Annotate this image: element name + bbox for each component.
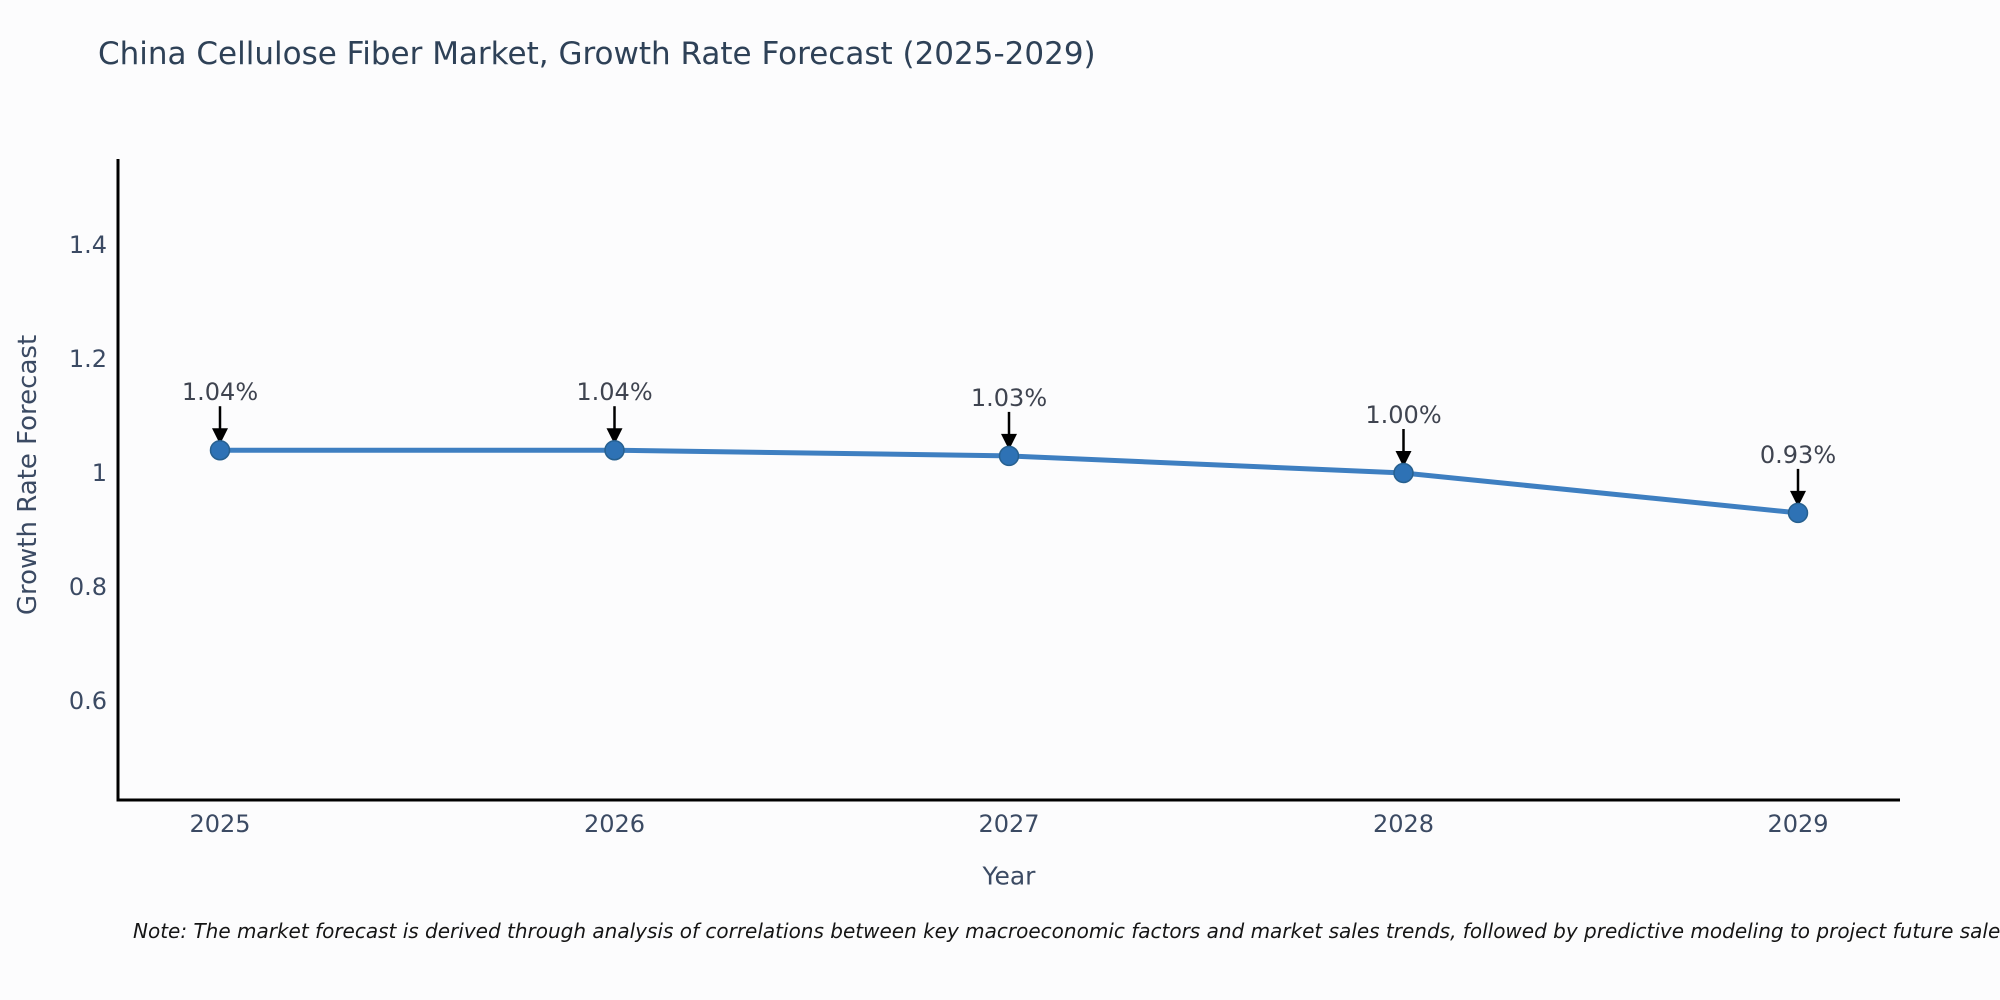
data-point-marker xyxy=(1393,462,1414,484)
chart-title: China Cellulose Fiber Market, Growth Rat… xyxy=(98,36,1096,72)
y-axis-tick-label: 1 xyxy=(91,459,107,487)
y-axis-tick-label: 1.4 xyxy=(68,231,107,259)
data-point-marker xyxy=(209,439,231,461)
footnote: Note: The market forecast is derived thr… xyxy=(133,919,2000,943)
annotation-arrowhead-icon xyxy=(1790,490,1806,507)
data-point-marker xyxy=(1787,502,1809,524)
annotation-arrowhead-icon xyxy=(606,428,623,445)
annotation-arrowhead-icon xyxy=(212,428,228,445)
y-axis-tick-label: 0.6 xyxy=(68,687,107,715)
annotation-arrowhead-icon xyxy=(1001,433,1017,450)
x-axis-tick-label: 2028 xyxy=(1372,810,1435,838)
data-point-annotation: 1.04% xyxy=(181,378,259,407)
data-point-annotation: 0.93% xyxy=(1759,440,1837,469)
data-point-annotation: 1.03% xyxy=(970,383,1048,412)
data-point-marker xyxy=(604,439,625,461)
x-axis-tick-label: 2027 xyxy=(978,810,1040,838)
y-axis-tick-label: 1.2 xyxy=(68,345,107,373)
data-point-marker xyxy=(998,445,1020,467)
x-axis-tick-label: 2026 xyxy=(583,810,646,838)
data-point-annotation: 1.04% xyxy=(576,378,653,407)
x-axis-title: Year xyxy=(982,861,1036,891)
annotation-arrowhead-icon xyxy=(1395,451,1412,467)
x-axis-tick-label: 2025 xyxy=(189,810,251,838)
x-axis-tick-label: 2029 xyxy=(1767,810,1829,838)
data-point-annotation: 1.00% xyxy=(1365,401,1442,429)
y-axis-tick-label: 0.8 xyxy=(68,573,107,601)
